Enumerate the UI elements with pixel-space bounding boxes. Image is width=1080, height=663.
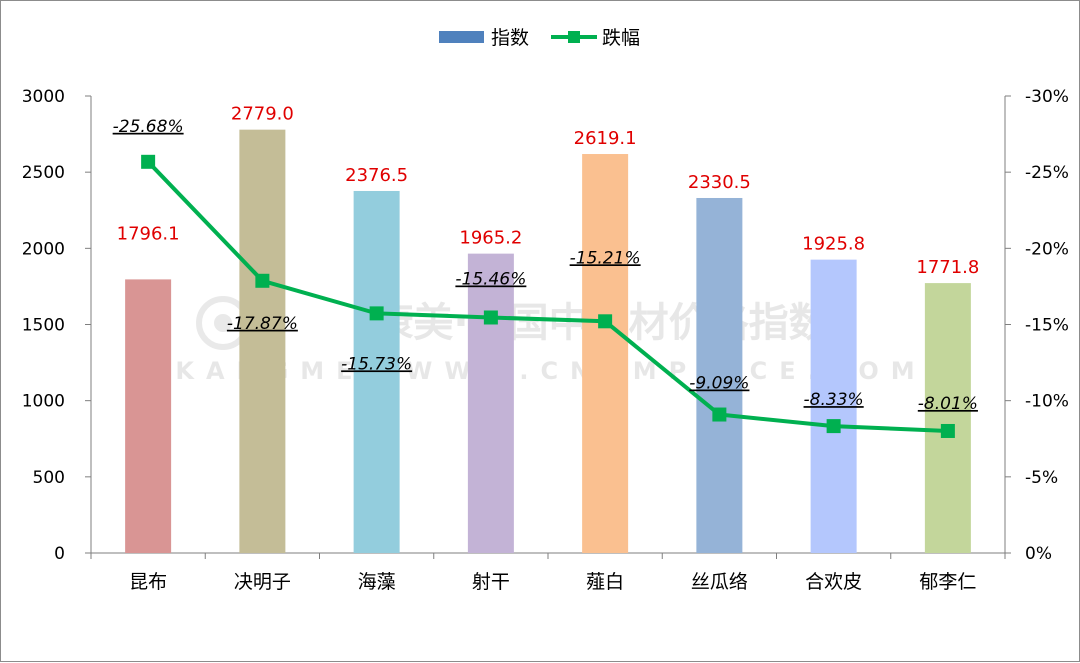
decline-line: [141, 154, 955, 438]
left-tick-label: 2000: [22, 239, 65, 259]
bar-value-label: 1796.1: [117, 223, 180, 244]
bar-value-label: 2619.1: [574, 128, 637, 149]
right-tick-label: -15%: [1025, 316, 1069, 336]
decline-value-label: -9.09%: [689, 374, 749, 394]
legend: 指数 跌幅: [439, 27, 640, 49]
decline-marker: [826, 419, 841, 434]
bar: [125, 279, 172, 553]
decline-marker: [141, 154, 156, 169]
bar: [467, 253, 514, 554]
decline-labels: -25.68% -17.87% -15.73% -15.46% -15.21% -9.09…: [113, 117, 978, 414]
decline-value-label: -17.87%: [227, 314, 298, 334]
left-tick-label: 3000: [22, 87, 65, 107]
bar-value-label: 1965.2: [459, 228, 522, 249]
bars: [125, 129, 971, 554]
decline-marker: [255, 273, 270, 288]
bar-value-labels: 1796.1 2779.0 2376.5 1965.2 2619.1 2330.5 1925…: [117, 104, 980, 278]
right-tick-label: 0%: [1025, 544, 1052, 564]
bar: [239, 129, 286, 554]
decline-marker: [712, 407, 727, 422]
decline-value-label: -8.33%: [804, 390, 864, 410]
bar: [582, 154, 629, 553]
legend-bar-label: 指数: [491, 27, 529, 49]
x-axis-ticks: 昆布 决明子 海藻 射干 薤白 丝瓜络 合欢皮 郁李仁: [90, 553, 1006, 593]
bar: [924, 283, 971, 553]
decline-value-label: -15.73%: [341, 354, 412, 374]
left-tick-label: 2500: [22, 163, 65, 183]
watermark-en: KANGMEI WWW.CNKMPRICE.COM: [175, 357, 926, 385]
bar-value-label: 2330.5: [688, 172, 751, 193]
category-label: 射干: [472, 571, 510, 593]
legend-line-label: 跌幅: [602, 27, 640, 49]
right-tick-label: -10%: [1025, 392, 1069, 412]
category-label: 合欢皮: [805, 571, 862, 593]
right-axis-ticks: 0% -5% -10% -15% -20% -25% -30%: [1005, 87, 1069, 564]
decline-value-label: -8.01%: [918, 394, 978, 414]
left-tick-label: 1500: [22, 316, 65, 336]
category-label: 郁李仁: [919, 571, 976, 593]
left-tick-label: 1000: [22, 392, 65, 412]
bar-value-label: 1771.8: [916, 257, 979, 278]
decline-marker: [369, 306, 384, 321]
category-label: 海藻: [358, 571, 396, 593]
bar: [810, 259, 857, 553]
legend-bar-swatch: [439, 31, 484, 43]
decline-series-line: [146, 160, 948, 433]
bar-value-label: 1925.8: [802, 234, 865, 255]
bar-value-label: 2779.0: [231, 104, 294, 125]
decline-value-label: -25.68%: [113, 117, 184, 137]
left-axis-ticks: 0 500 1000 1500 2000 2500 3000: [22, 87, 91, 564]
category-label: 薤白: [586, 571, 624, 593]
left-tick-label: 500: [33, 468, 65, 488]
decline-value-label: -15.46%: [455, 269, 526, 289]
left-tick-label: 0: [54, 544, 65, 564]
legend-line-marker: [568, 31, 580, 43]
decline-marker: [940, 423, 955, 438]
right-tick-label: -25%: [1025, 163, 1069, 183]
right-tick-label: -20%: [1025, 239, 1069, 259]
right-tick-label: -5%: [1025, 468, 1058, 488]
decline-marker: [483, 310, 498, 325]
bar: [696, 197, 743, 553]
bar-value-label: 2376.5: [345, 165, 408, 186]
right-tick-label: -30%: [1025, 87, 1069, 107]
bar: [353, 190, 400, 553]
category-label: 昆布: [129, 571, 167, 593]
decline-marker: [598, 314, 613, 329]
decline-value-label: -15.21%: [570, 248, 641, 268]
category-label: 丝瓜络: [691, 571, 748, 593]
category-label: 决明子: [234, 571, 291, 593]
